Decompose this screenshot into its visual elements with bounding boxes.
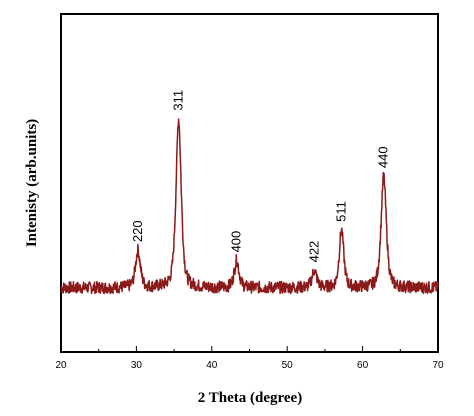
peak-label-220: 220: [130, 220, 145, 242]
x-axis-tick-labels: 20 30 40 50 60 70: [55, 360, 444, 371]
xrd-series-line: [60, 118, 439, 295]
x-axis-ticks: [60, 346, 439, 352]
plot-frame: [60, 13, 439, 353]
x-axis-title: 2 Theta (degree): [198, 390, 302, 406]
peak-label-511: 511: [333, 201, 348, 222]
peak-label-440: 440: [376, 146, 391, 168]
x-tick-label: 30: [131, 360, 143, 371]
peak-labels: 220 311 400 422 511 440: [130, 90, 391, 263]
peak-label-311: 311: [171, 90, 186, 111]
series-group: [60, 118, 439, 295]
peak-label-422: 422: [306, 241, 321, 263]
x-tick-label: 40: [206, 360, 218, 371]
y-axis-title: Intenisty (arb.units): [24, 119, 40, 247]
x-tick-label: 20: [55, 360, 67, 371]
x-tick-label: 50: [282, 360, 294, 371]
peak-label-400: 400: [229, 231, 244, 253]
x-tick-label: 60: [357, 360, 369, 371]
x-tick-label: 70: [432, 360, 444, 371]
